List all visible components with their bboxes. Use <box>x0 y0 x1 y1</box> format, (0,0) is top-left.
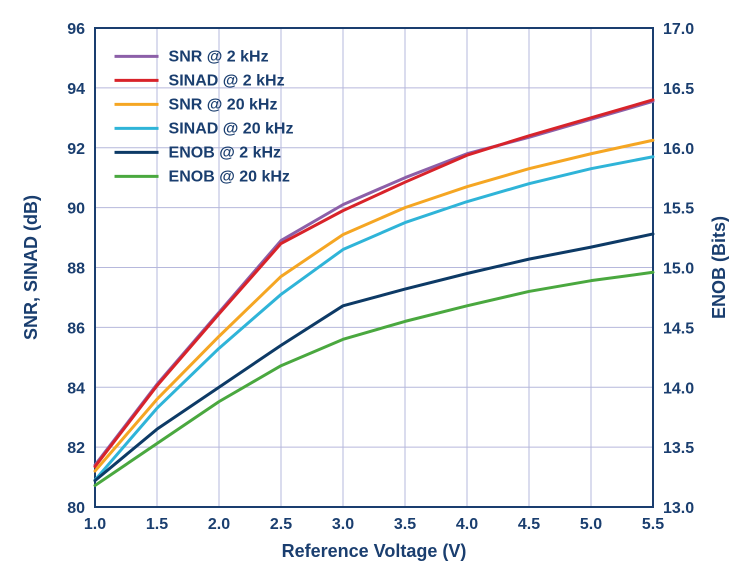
y-left-tick-label: 84 <box>67 380 85 397</box>
y-right-tick-label: 13.5 <box>663 440 694 457</box>
y-left-tick-label: 82 <box>67 440 85 457</box>
y-right-tick-label: 15.0 <box>663 261 694 278</box>
x-tick-label: 4.0 <box>456 516 478 533</box>
x-tick-label: 5.0 <box>580 516 602 533</box>
y-right-tick-label: 14.0 <box>663 380 694 397</box>
y-right-tick-label: 16.0 <box>663 141 694 158</box>
x-axis-title: Reference Voltage (V) <box>282 541 467 561</box>
legend-label-sinad_20k: SINAD @ 20 kHz <box>169 120 294 137</box>
legend-label-snr_2k: SNR @ 2 kHz <box>169 48 269 65</box>
y-left-tick-label: 96 <box>67 21 85 38</box>
y-right-tick-label: 13.0 <box>663 500 694 517</box>
y-left-tick-label: 94 <box>67 81 85 98</box>
chart-svg: 1.0 1.5 2.0 2.5 3.0 3.5 4.0 4.5 5.0 5.5 Reference … <box>0 0 748 582</box>
y-left-tick-label: 92 <box>67 141 85 158</box>
x-tick-label: 3.0 <box>332 516 354 533</box>
x-tick-label: 3.5 <box>394 516 416 533</box>
y-right-tick-label: 15.5 <box>663 201 694 218</box>
y-right-tick-label: 16.5 <box>663 81 694 98</box>
y-left-axis-title: SNR, SINAD (dB) <box>21 195 41 340</box>
y-right-tick-label: 14.5 <box>663 320 694 337</box>
y-left-tick-label: 80 <box>67 500 85 517</box>
x-tick-label: 4.5 <box>518 516 540 533</box>
x-tick-label: 1.0 <box>84 516 106 533</box>
y-right-tick-label: 17.0 <box>663 21 694 38</box>
y-left-tick-label: 88 <box>67 261 85 278</box>
y-right-axis-title: ENOB (Bits) <box>709 216 729 319</box>
y-left-tick-label: 90 <box>67 201 85 218</box>
x-tick-label: 2.5 <box>270 516 292 533</box>
x-tick-label: 5.5 <box>642 516 664 533</box>
chart-background <box>0 0 748 582</box>
legend-label-sinad_2k: SINAD @ 2 kHz <box>169 72 285 89</box>
y-left-tick-label: 86 <box>67 320 85 337</box>
x-tick-label: 2.0 <box>208 516 230 533</box>
legend-label-enob_20k: ENOB @ 20 kHz <box>169 168 290 185</box>
chart-container: 1.0 1.5 2.0 2.5 3.0 3.5 4.0 4.5 5.0 5.5 Reference … <box>0 0 748 582</box>
legend-label-enob_2k: ENOB @ 2 kHz <box>169 144 282 161</box>
x-tick-label: 1.5 <box>146 516 168 533</box>
legend-label-snr_20k: SNR @ 20 kHz <box>169 96 278 113</box>
